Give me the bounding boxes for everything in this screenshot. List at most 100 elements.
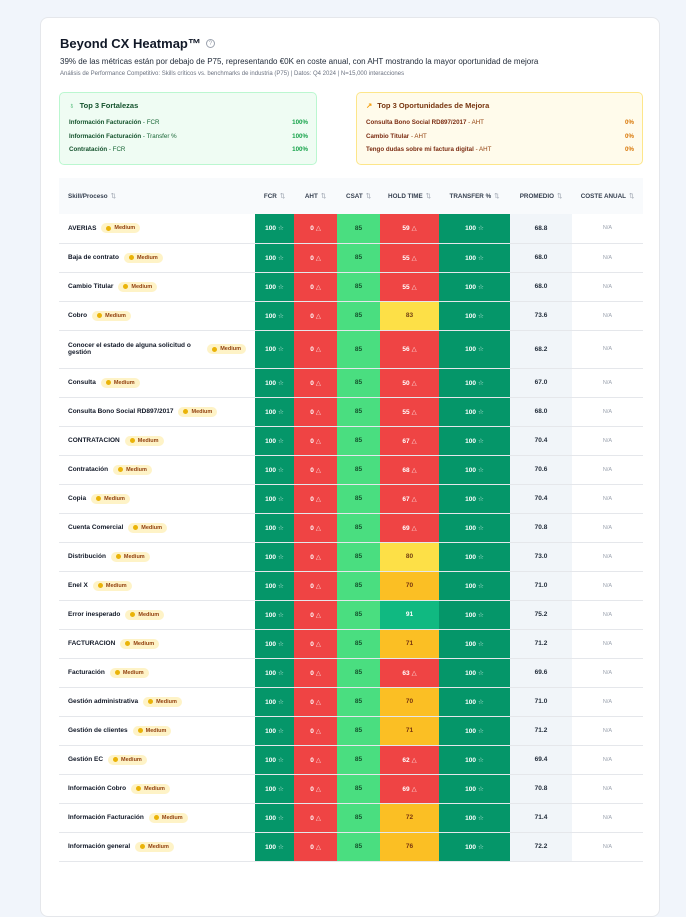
table-row[interactable]: CONTRATACION Medium 100 ☆ 0 △ 85 67 △ 100 ☆ 7… [59,426,643,456]
hold-time-cell[interactable]: 67 △ [380,426,439,456]
table-row[interactable]: Información general Medium 100 ☆ 0 △ 85 76 … [59,832,643,862]
hold-time-cell[interactable]: 69 △ [380,513,439,543]
csat-cell[interactable]: 85 [337,426,380,456]
hold-time-cell[interactable]: 68 △ [380,455,439,485]
transfer-cell[interactable]: 100 ☆ [439,513,510,543]
table-row[interactable]: Consulta Medium 100 ☆ 0 △ 85 50 △ 100 ☆ 67.0 … [59,368,643,398]
csat-cell[interactable]: 85 [337,513,380,543]
hold-time-cell[interactable]: 80 [380,542,439,572]
aht-cell[interactable]: 0 △ [294,803,337,833]
sort-icon[interactable]: ⇅ [557,192,563,200]
fcr-cell[interactable]: 100 ☆ [255,484,294,514]
fcr-cell[interactable]: 100 ☆ [255,716,294,746]
sort-icon[interactable]: ⇅ [110,192,116,200]
aht-cell[interactable]: 0 △ [294,272,337,302]
aht-cell[interactable]: 0 △ [294,745,337,775]
fcr-cell[interactable]: 100 ☆ [255,571,294,601]
table-row[interactable]: Conocer el estado de alguna solicitud o … [59,330,643,369]
csat-cell[interactable]: 85 [337,629,380,659]
sort-icon[interactable]: ⇅ [494,192,500,200]
fcr-cell[interactable]: 100 ☆ [255,301,294,331]
aht-cell[interactable]: 0 △ [294,774,337,804]
transfer-cell[interactable]: 100 ☆ [439,629,510,659]
csat-cell[interactable]: 85 [337,542,380,572]
csat-cell[interactable]: 85 [337,803,380,833]
transfer-cell[interactable]: 100 ☆ [439,600,510,630]
hold-time-cell[interactable]: 50 △ [380,368,439,398]
aht-cell[interactable]: 0 △ [294,243,337,273]
csat-cell[interactable]: 85 [337,745,380,775]
table-row[interactable]: Consulta Bono Social RD897/2017 Medium 10… [59,397,643,427]
aht-cell[interactable]: 0 △ [294,513,337,543]
transfer-cell[interactable]: 100 ☆ [439,687,510,717]
hold-time-cell[interactable]: 56 △ [380,330,439,369]
table-row[interactable]: Gestión EC Medium 100 ☆ 0 △ 85 62 △ 100 ☆ 69.… [59,745,643,775]
csat-cell[interactable]: 85 [337,484,380,514]
transfer-cell[interactable]: 100 ☆ [439,214,510,244]
transfer-cell[interactable]: 100 ☆ [439,368,510,398]
table-row[interactable]: Facturación Medium 100 ☆ 0 △ 85 63 △ 100 ☆ 69… [59,658,643,688]
column-header[interactable]: CSAT ⇅ [337,178,380,214]
aht-cell[interactable]: 0 △ [294,832,337,862]
hold-time-cell[interactable]: 62 △ [380,745,439,775]
fcr-cell[interactable]: 100 ☆ [255,397,294,427]
transfer-cell[interactable]: 100 ☆ [439,542,510,572]
column-header[interactable]: FCR ⇅ [255,178,294,214]
transfer-cell[interactable]: 100 ☆ [439,272,510,302]
transfer-cell[interactable]: 100 ☆ [439,330,510,369]
transfer-cell[interactable]: 100 ☆ [439,716,510,746]
table-row[interactable]: Copia Medium 100 ☆ 0 △ 85 67 △ 100 ☆ 70.4 N/A [59,484,643,514]
aht-cell[interactable]: 0 △ [294,629,337,659]
transfer-cell[interactable]: 100 ☆ [439,658,510,688]
column-header[interactable]: PROMEDIO ⇅ [510,178,572,214]
table-row[interactable]: Gestión administrativa Medium 100 ☆ 0 △ 85 … [59,687,643,717]
aht-cell[interactable]: 0 △ [294,484,337,514]
hold-time-cell[interactable]: 83 [380,301,439,331]
table-row[interactable]: Distribución Medium 100 ☆ 0 △ 85 80 100 ☆ 73… [59,542,643,572]
hold-time-cell[interactable]: 70 [380,571,439,601]
table-row[interactable]: AVERIAS Medium 100 ☆ 0 △ 85 59 △ 100 ☆ 68.8 N… [59,214,643,244]
fcr-cell[interactable]: 100 ☆ [255,455,294,485]
hold-time-cell[interactable]: 55 △ [380,397,439,427]
fcr-cell[interactable]: 100 ☆ [255,426,294,456]
transfer-cell[interactable]: 100 ☆ [439,803,510,833]
aht-cell[interactable]: 0 △ [294,426,337,456]
aht-cell[interactable]: 0 △ [294,687,337,717]
csat-cell[interactable]: 85 [337,600,380,630]
aht-cell[interactable]: 0 △ [294,301,337,331]
csat-cell[interactable]: 85 [337,455,380,485]
fcr-cell[interactable]: 100 ☆ [255,803,294,833]
csat-cell[interactable]: 85 [337,301,380,331]
aht-cell[interactable]: 0 △ [294,658,337,688]
transfer-cell[interactable]: 100 ☆ [439,745,510,775]
transfer-cell[interactable]: 100 ☆ [439,832,510,862]
fcr-cell[interactable]: 100 ☆ [255,658,294,688]
hold-time-cell[interactable]: 70 [380,687,439,717]
column-header[interactable]: Skill/Proceso ⇅ [59,178,255,214]
fcr-cell[interactable]: 100 ☆ [255,214,294,244]
fcr-cell[interactable]: 100 ☆ [255,687,294,717]
hold-time-cell[interactable]: 63 △ [380,658,439,688]
table-row[interactable]: Baja de contrato Medium 100 ☆ 0 △ 85 55 △ 10… [59,243,643,273]
table-row[interactable]: Cuenta Comercial Medium 100 ☆ 0 △ 85 69 △ 10… [59,513,643,543]
transfer-cell[interactable]: 100 ☆ [439,571,510,601]
sort-icon[interactable]: ⇅ [425,192,431,200]
fcr-cell[interactable]: 100 ☆ [255,774,294,804]
sort-icon[interactable]: ⇅ [279,192,286,200]
aht-cell[interactable]: 0 △ [294,214,337,244]
column-header[interactable]: TRANSFER % ⇅ [439,178,510,214]
transfer-cell[interactable]: 100 ☆ [439,426,510,456]
fcr-cell[interactable]: 100 ☆ [255,513,294,543]
transfer-cell[interactable]: 100 ☆ [439,301,510,331]
table-row[interactable]: Cobro Medium 100 ☆ 0 △ 85 83 100 ☆ 73.6 N/A [59,301,643,331]
table-row[interactable]: Enel X Medium 100 ☆ 0 △ 85 70 100 ☆ 71.0 N/A [59,571,643,601]
fcr-cell[interactable]: 100 ☆ [255,330,294,369]
column-header[interactable]: COSTE ANUAL ⇅ [572,178,643,214]
csat-cell[interactable]: 85 [337,687,380,717]
fcr-cell[interactable]: 100 ☆ [255,832,294,862]
transfer-cell[interactable]: 100 ☆ [439,397,510,427]
aht-cell[interactable]: 0 △ [294,600,337,630]
csat-cell[interactable]: 85 [337,243,380,273]
hold-time-cell[interactable]: 55 △ [380,243,439,273]
fcr-cell[interactable]: 100 ☆ [255,368,294,398]
